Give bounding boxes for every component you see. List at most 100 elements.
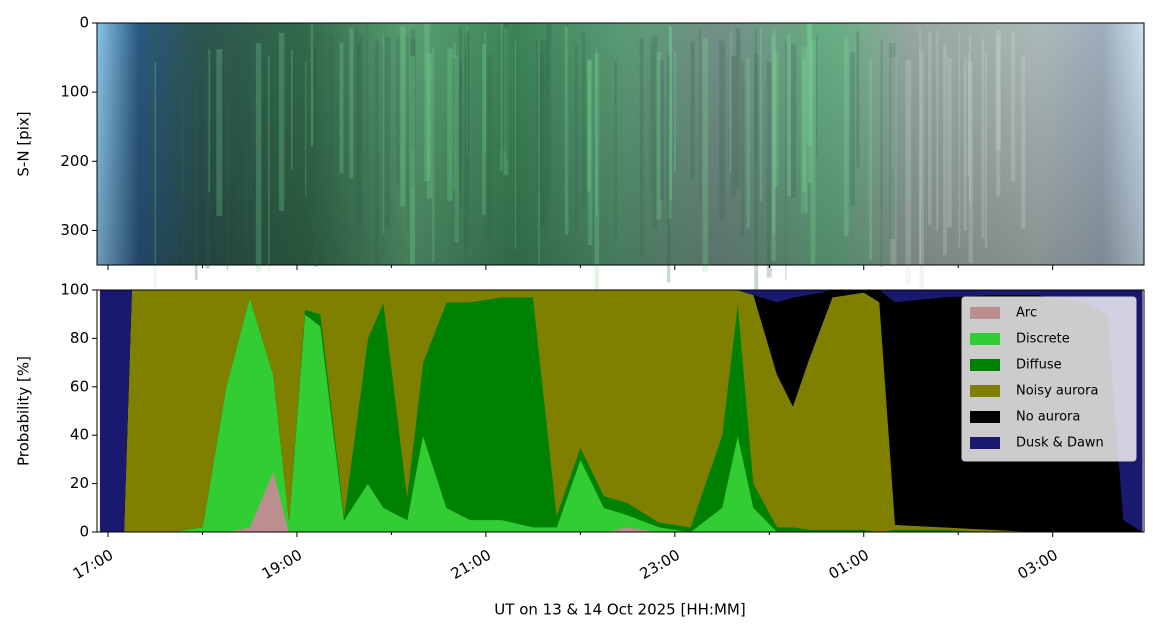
keogram-streaks [150, 23, 1026, 301]
keogram-streak [928, 32, 932, 225]
keogram-streak [464, 50, 467, 259]
keogram-streak [656, 51, 662, 220]
keogram-streak [400, 26, 406, 206]
keogram-streak [587, 59, 593, 246]
keogram-streak [503, 28, 509, 176]
keogram-streak [674, 51, 676, 173]
keogram-streak [339, 42, 344, 174]
keogram-streak [268, 55, 270, 272]
keogram-streak [905, 60, 912, 284]
keogram-streak [514, 41, 516, 250]
keogram-streak [595, 46, 598, 216]
keogram-streak [467, 29, 470, 168]
keogram-streak [498, 28, 505, 150]
keogram-streak [803, 47, 808, 214]
keogram-streak [659, 59, 664, 200]
keogram-streak [741, 62, 744, 236]
keogram-streak [810, 40, 816, 267]
y-tick-label: 20 [70, 474, 89, 492]
keogram-streak [255, 42, 262, 272]
keogram-streak [754, 29, 757, 161]
y-tick-label: 100 [60, 83, 89, 101]
keogram-streak [773, 50, 779, 187]
x-tick-label: 23:00 [637, 546, 683, 583]
keogram-streak [766, 61, 772, 278]
keogram-streak [382, 34, 385, 234]
keogram-streak [785, 41, 787, 281]
keogram-streak [581, 32, 586, 206]
x-tick-label: 17:00 [70, 546, 116, 583]
keogram-streak [365, 25, 368, 177]
keogram-streak [354, 29, 359, 242]
keogram-streak [564, 26, 569, 235]
keogram-streak [639, 38, 644, 258]
legend-label: Arc [1016, 306, 1037, 321]
keogram-streak [567, 24, 569, 212]
keogram-streak [967, 53, 970, 177]
keogram-streak [594, 53, 600, 291]
legend-swatch [970, 437, 1000, 449]
keogram-streak [699, 27, 701, 205]
keogram-streak [226, 59, 229, 271]
keogram-streak [892, 42, 894, 170]
keogram-streak [995, 29, 1001, 151]
y-tick-label: 40 [70, 426, 89, 444]
keogram-streak [816, 34, 818, 155]
keogram-streak [791, 44, 797, 198]
legend-swatch [970, 359, 1000, 371]
keogram-streak [216, 49, 223, 217]
keogram-streak [787, 34, 792, 197]
keogram-streak [735, 28, 741, 188]
keogram-streak [947, 57, 952, 228]
keogram-streak [182, 44, 185, 265]
keogram-streak [1011, 32, 1016, 182]
keogram-streak [487, 54, 493, 244]
y-tick-label: 0 [79, 14, 89, 32]
keogram-streak [447, 48, 453, 201]
keogram-streak [540, 39, 547, 226]
x-tick-label: 03:00 [1014, 546, 1060, 583]
keogram-streak [806, 23, 813, 146]
keogram-streak [349, 27, 354, 179]
keogram-streak [650, 42, 652, 193]
y-axis-label: Probability [%] [15, 356, 33, 466]
axes-frame [96, 289, 1145, 533]
keogram-streak [426, 53, 433, 199]
keogram-streak [506, 24, 509, 160]
y-tick-label: 80 [70, 329, 89, 347]
y-axis-label: S-N [pix] [15, 111, 33, 176]
keogram-streak [943, 43, 947, 256]
keogram-streak [313, 47, 317, 220]
keogram-streak [458, 27, 462, 170]
keogram-streak [460, 28, 462, 189]
keogram-streak [919, 51, 925, 289]
keogram-streak [432, 47, 435, 263]
keogram-streak [410, 29, 416, 150]
x-tick-label: 01:00 [826, 546, 872, 583]
keogram-streak [410, 38, 416, 189]
keogram-streak [154, 62, 157, 301]
y-tick-label: 60 [70, 377, 89, 395]
keogram-panel: 0 100 200 300 S-N [pix] [15, 14, 1145, 301]
keogram-streak [453, 42, 456, 191]
keogram-streak [384, 37, 391, 228]
keogram-streak [223, 39, 229, 174]
keogram-streak [963, 57, 967, 231]
keogram-streak [453, 55, 459, 243]
keogram-streak [968, 35, 972, 202]
y-tick-label: 0 [79, 523, 89, 541]
keogram-streak [702, 38, 709, 272]
legend-label: Noisy aurora [1016, 384, 1098, 399]
keogram-streak [205, 34, 210, 269]
keogram-streak [802, 59, 806, 192]
keogram-streak [208, 49, 211, 193]
keogram-streak [536, 40, 542, 193]
keogram-streak [801, 46, 804, 215]
keogram-streak [409, 56, 416, 267]
keogram-streak [374, 41, 379, 266]
keogram-streak [968, 61, 973, 263]
legend-swatch [970, 411, 1000, 423]
keogram-streak [1021, 56, 1026, 230]
keogram-streak [250, 38, 255, 176]
keogram-streak [244, 31, 248, 246]
